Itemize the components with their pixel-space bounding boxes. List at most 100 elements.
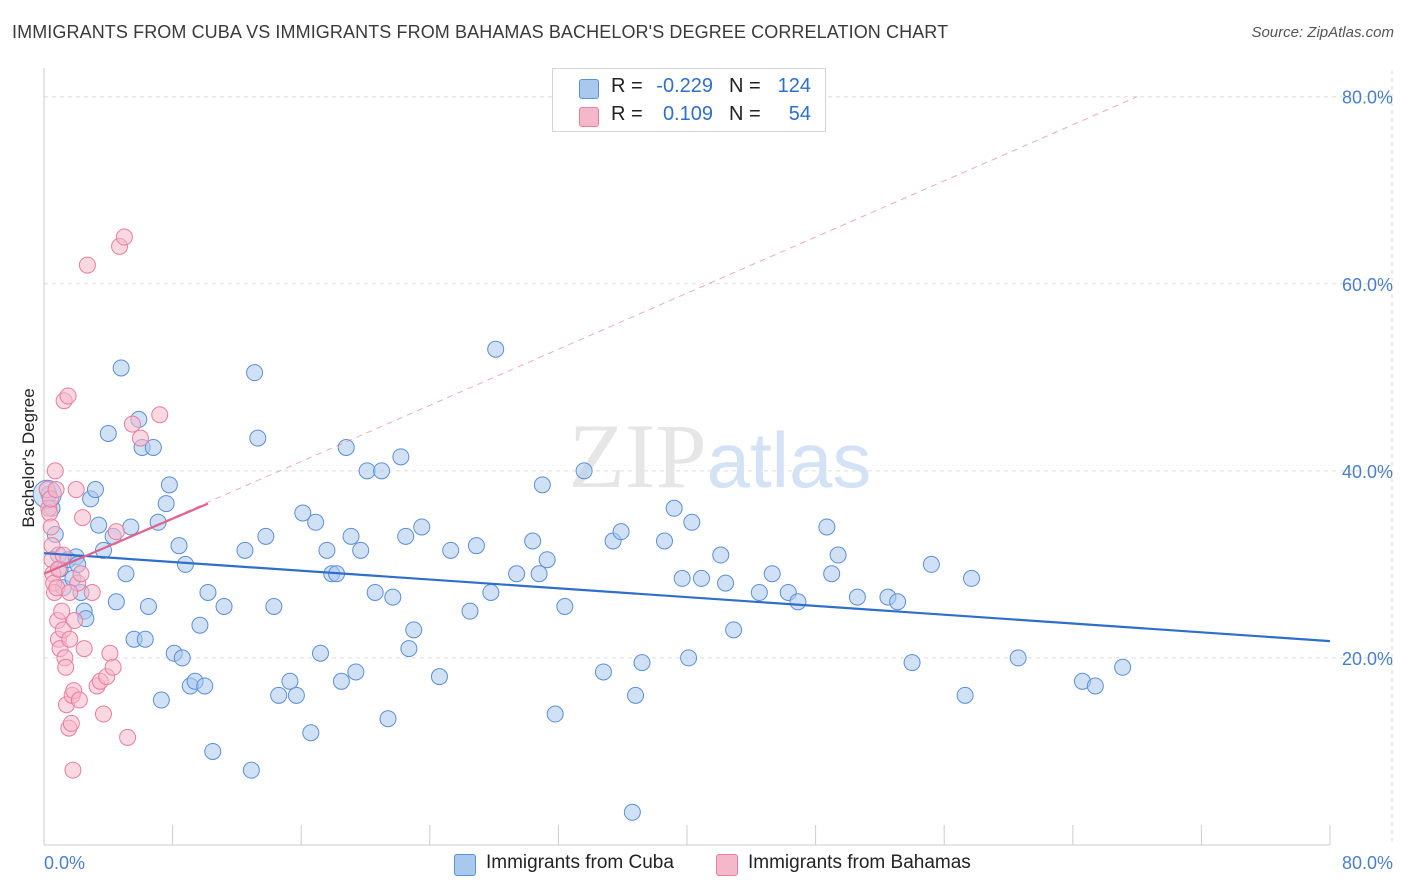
cuba-point: [467, 537, 485, 555]
cuba-point: [199, 583, 217, 601]
cuba-point: [524, 532, 542, 550]
cuba-point: [246, 364, 264, 382]
cuba-point: [358, 462, 376, 480]
cuba-point: [533, 476, 551, 494]
bottom-legend-label-bahamas: Immigrants from Bahamas: [748, 852, 971, 873]
legend-r-value-bahamas: 0.109: [662, 103, 713, 125]
bahamas-point: [131, 429, 149, 447]
legend-swatch-cuba: [579, 79, 599, 99]
cuba-point: [848, 588, 866, 606]
watermark-atlas: atlas: [707, 416, 872, 504]
y-tick-label: 20.0%: [1342, 649, 1393, 669]
cuba-point: [204, 742, 222, 760]
watermark: ZIPatlas: [569, 405, 872, 507]
bahamas-point: [72, 565, 90, 583]
legend-r-label: R =: [611, 103, 643, 125]
cuba-point: [683, 513, 701, 531]
legend-n-label: N =: [729, 75, 761, 97]
cuba-point: [270, 686, 288, 704]
bahamas-trend-line: [43, 502, 209, 575]
bahamas-point: [74, 509, 92, 527]
cuba-point: [311, 644, 329, 662]
y-tick-label: 60.0%: [1342, 275, 1393, 295]
axes: [43, 68, 1331, 846]
legend-r-label: R =: [611, 75, 643, 97]
cuba-point: [789, 593, 807, 611]
cuba-point: [347, 663, 365, 681]
bahamas-point: [64, 761, 82, 779]
chart-source: Source: ZipAtlas.com: [1251, 24, 1394, 41]
cuba-point: [379, 710, 397, 728]
cuba-point: [725, 621, 743, 639]
bahamas-point: [53, 602, 71, 620]
cuba-point: [556, 597, 574, 615]
cuba-point: [136, 630, 154, 648]
cuba-point: [373, 462, 391, 480]
chart-title: IMMIGRANTS FROM CUBA VS IMMIGRANTS FROM …: [12, 22, 949, 42]
cuba-point: [294, 504, 312, 522]
cuba-point: [337, 438, 355, 456]
cuba-point: [623, 803, 641, 821]
bahamas-point: [57, 658, 75, 676]
cuba-point: [530, 565, 548, 583]
cuba-point: [594, 663, 612, 681]
watermark-zip: ZIP: [569, 405, 707, 507]
bottom-legend-label-cuba: Immigrants from Cuba: [486, 852, 674, 873]
cuba-point: [318, 541, 336, 559]
cuba-point: [818, 518, 836, 536]
cuba-point: [692, 569, 710, 587]
cuba-point: [487, 340, 505, 358]
correlation-legend: R = -0.229 N = 124 R = 0.109 N = 54: [552, 68, 826, 132]
cuba-point: [170, 537, 188, 555]
cuba-point: [575, 462, 593, 480]
cuba-point: [482, 583, 500, 601]
bahamas-point: [104, 658, 122, 676]
y-tick-label: 40.0%: [1342, 462, 1393, 482]
cuba-point: [655, 532, 673, 550]
cuba-point: [750, 583, 768, 601]
bahamas-point: [46, 462, 64, 480]
bahamas-point: [59, 387, 77, 405]
cuba-point: [236, 541, 254, 559]
cuba-point: [265, 597, 283, 615]
bahamas-point: [61, 630, 79, 648]
legend-row-bahamas: R = 0.109 N = 54: [553, 101, 825, 129]
cuba-point: [249, 429, 267, 447]
bahamas-point: [119, 728, 137, 746]
cuba-point: [1114, 658, 1132, 676]
series-bahamas-points: [38, 228, 169, 779]
cuba-point: [307, 513, 325, 531]
cuba-point: [546, 705, 564, 723]
cuba-point: [90, 516, 108, 534]
legend-row-cuba: R = -0.229 N = 124: [553, 73, 825, 101]
y-tick-label: 80.0%: [1342, 88, 1393, 108]
cuba-point: [627, 686, 645, 704]
cuba-point: [366, 583, 384, 601]
cuba-point: [442, 541, 460, 559]
cuba-point: [342, 527, 360, 545]
y-tick-labels: 20.0% 40.0% 60.0% 80.0%: [1342, 88, 1393, 669]
cuba-point: [1009, 649, 1027, 667]
bahamas-point: [115, 228, 133, 246]
grid-lines: [44, 70, 1393, 845]
bahamas-point: [123, 415, 141, 433]
cuba-point: [665, 499, 683, 517]
cuba-point: [413, 518, 431, 536]
cuba-point: [86, 481, 104, 499]
bahamas-point: [107, 523, 125, 541]
bahamas-point: [94, 705, 112, 723]
cuba-point: [117, 565, 135, 583]
cuba-point: [717, 574, 735, 592]
bahamas-point: [47, 481, 65, 499]
cuba-point: [144, 438, 162, 456]
legend-n-label: N =: [729, 103, 761, 125]
cuba-point: [963, 569, 981, 587]
cuba-point: [107, 593, 125, 611]
cuba-point: [400, 640, 418, 658]
cuba-point: [712, 546, 730, 564]
bahamas-point: [101, 644, 119, 662]
cuba-point: [384, 588, 402, 606]
legend-swatch-bahamas: [579, 107, 599, 127]
bahamas-point: [67, 481, 85, 499]
